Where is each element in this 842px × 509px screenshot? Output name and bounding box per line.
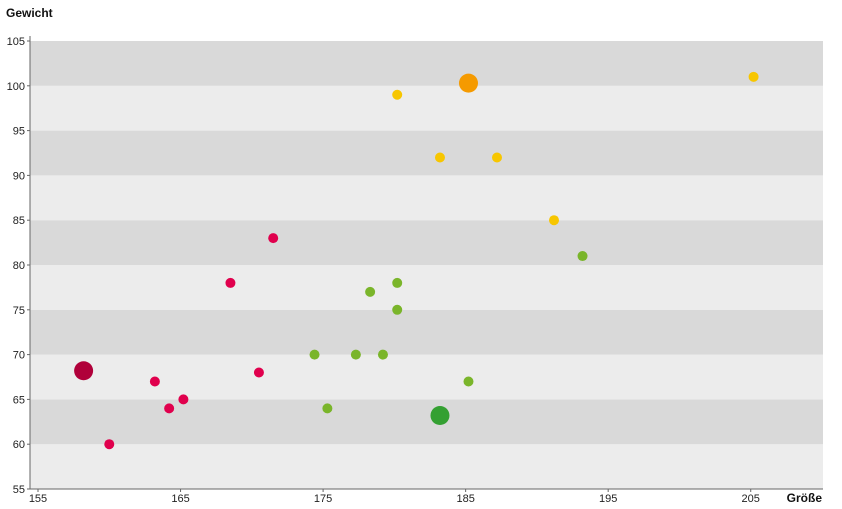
grid-band bbox=[30, 309, 823, 355]
data-point bbox=[392, 89, 403, 100]
grid-band bbox=[30, 399, 823, 445]
grid-band bbox=[30, 265, 823, 310]
x-tick-label: 165 bbox=[171, 493, 189, 505]
y-tick-label: 95 bbox=[13, 126, 25, 138]
y-tick-label: 65 bbox=[13, 394, 25, 406]
highlighted-data-point bbox=[74, 361, 94, 381]
y-tick-label: 90 bbox=[13, 170, 25, 182]
x-axis-title: Größe bbox=[787, 491, 823, 505]
highlighted-data-point bbox=[430, 406, 450, 426]
grid-band bbox=[30, 220, 823, 265]
x-tick-label: 195 bbox=[599, 493, 617, 505]
data-point bbox=[322, 403, 333, 414]
x-tick-label: 205 bbox=[742, 493, 760, 505]
y-tick-label: 55 bbox=[13, 484, 25, 496]
y-tick-label: 105 bbox=[7, 36, 25, 48]
x-tick-label: 155 bbox=[29, 493, 47, 505]
grid-band bbox=[30, 175, 823, 221]
data-point bbox=[748, 71, 759, 82]
grid-band bbox=[30, 41, 823, 86]
data-point bbox=[149, 376, 160, 387]
data-points bbox=[74, 71, 759, 450]
grid-band bbox=[30, 130, 823, 176]
data-point bbox=[164, 403, 175, 414]
data-point bbox=[377, 349, 388, 360]
data-point bbox=[549, 215, 560, 226]
y-tick-label: 70 bbox=[13, 350, 25, 362]
y-tick-label: 100 bbox=[7, 81, 25, 93]
grid-band bbox=[30, 444, 823, 489]
data-point bbox=[491, 152, 502, 163]
data-point bbox=[463, 376, 474, 387]
y-tick-label: 80 bbox=[13, 260, 25, 272]
axes bbox=[29, 36, 823, 490]
data-point bbox=[309, 349, 320, 360]
y-axis-title: Gewicht bbox=[6, 6, 53, 20]
y-tick-label: 75 bbox=[13, 305, 25, 317]
x-tick-label: 185 bbox=[456, 493, 474, 505]
data-point bbox=[104, 439, 115, 450]
data-point bbox=[225, 277, 236, 288]
y-tick-labels: 55 60 65 70 75 80 85 90 95 100 105 bbox=[7, 36, 30, 496]
data-point bbox=[253, 367, 264, 378]
x-tick-labels: 155 165 175 185 195 205 bbox=[29, 489, 760, 505]
highlighted-data-point bbox=[458, 73, 478, 93]
data-point bbox=[365, 286, 376, 297]
x-tick-label: 175 bbox=[314, 493, 332, 505]
data-point bbox=[577, 251, 588, 262]
data-point bbox=[392, 304, 403, 315]
data-point bbox=[392, 277, 403, 288]
data-point bbox=[350, 349, 361, 360]
data-point bbox=[434, 152, 445, 163]
data-point bbox=[178, 394, 189, 405]
y-tick-label: 85 bbox=[13, 215, 25, 227]
grid-bands bbox=[30, 41, 823, 489]
data-point bbox=[268, 233, 279, 244]
grid-band bbox=[30, 354, 823, 400]
y-tick-label: 60 bbox=[13, 439, 25, 451]
grid-band bbox=[30, 85, 823, 131]
